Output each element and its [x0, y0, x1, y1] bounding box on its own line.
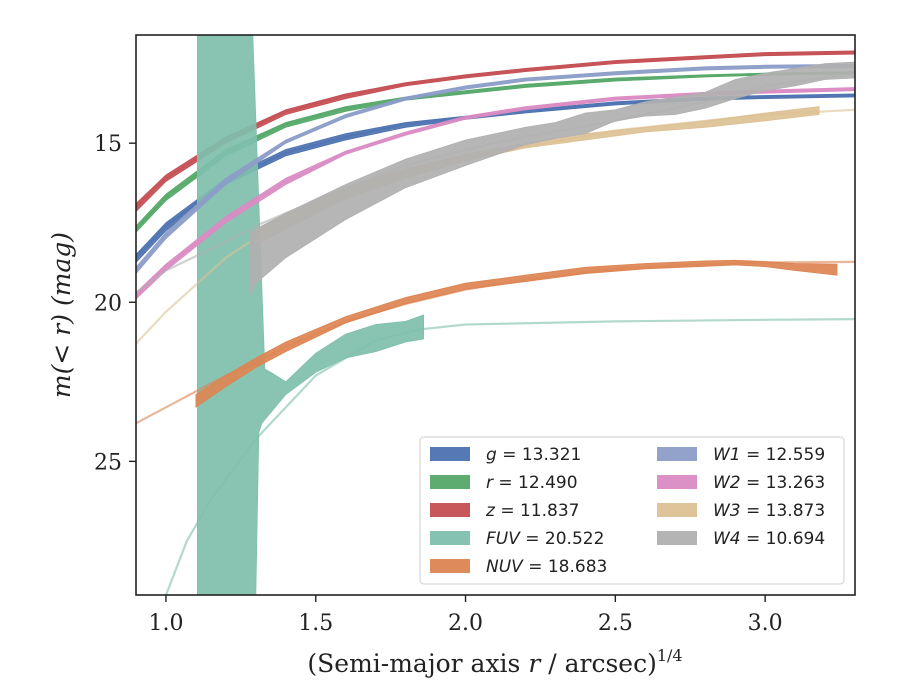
legend: g = 13.321 r = 12.490 z = 11.837 FUV = 20.5… [419, 436, 845, 585]
legend-swatch [430, 559, 470, 573]
legend-item-fuv: FUV = 20.522 [430, 529, 604, 549]
legend-frame [419, 436, 845, 585]
series-w1 [136, 63, 855, 275]
band-z [136, 50, 855, 213]
legend-label: g = 13.321 [486, 445, 581, 465]
series-fuv [164, 35, 855, 595]
x-axis-title-unit: / arcsec) [540, 649, 657, 678]
y-axis-title: m(< r) (mag) [47, 232, 76, 398]
series-w4 [136, 61, 855, 297]
band-fuv [196, 35, 425, 595]
ticks-layer: 1.0 1.5 2.0 2.5 3.0 15 20 25 [94, 132, 783, 636]
x-axis-title: (Semi-major axis r / arcsec)1/4 [307, 646, 682, 678]
y-tick-label: 15 [94, 132, 122, 157]
legend-item-z: z = 11.837 [430, 501, 579, 521]
legend-label: NUV = 18.683 [486, 557, 607, 577]
legend-swatch [430, 447, 470, 461]
y-tick-label: 20 [94, 291, 122, 316]
legend-label: r = 12.490 [486, 473, 578, 493]
legend-item-w4: W4 = 10.694 [657, 529, 825, 549]
legend-item-w1: W1 = 12.559 [657, 445, 825, 465]
legend-swatch [657, 475, 697, 489]
x-tick-label: 3.0 [748, 611, 783, 636]
legend-item-g: g = 13.321 [430, 445, 581, 465]
legend-swatch [657, 447, 697, 461]
band-g [136, 93, 855, 264]
legend-label: z = 11.837 [485, 501, 579, 521]
x-axis-title-sup: 1/4 [657, 646, 683, 665]
x-tick-label: 2.5 [598, 611, 633, 636]
legend-swatch [430, 531, 470, 545]
x-tick-label: 1.5 [298, 611, 333, 636]
x-axis-title-main: (Semi-major axis [307, 649, 528, 678]
legend-label: W1 = 12.559 [713, 445, 825, 465]
legend-swatch [430, 503, 470, 517]
x-tick-label: 2.0 [448, 611, 483, 636]
band-nuv [195, 259, 838, 409]
band-w1 [136, 63, 855, 275]
legend-label: W3 = 13.873 [713, 501, 825, 521]
legend-label: FUV = 20.522 [486, 529, 604, 549]
legend-swatch [657, 531, 697, 545]
legend-label: W4 = 10.694 [713, 529, 825, 549]
band-w4 [249, 61, 855, 297]
series-layer [136, 35, 855, 595]
legend-item-w2: W2 = 13.263 [657, 473, 825, 493]
x-axis-title-var: r [528, 649, 542, 678]
legend-item-r: r = 12.490 [430, 473, 578, 493]
legend-swatch [430, 475, 470, 489]
legend-swatch [657, 503, 697, 517]
x-tick-label: 1.0 [148, 611, 183, 636]
series-nuv [136, 259, 855, 425]
band-w2 [136, 87, 855, 300]
plot-frame [135, 34, 856, 596]
legend-label: W2 = 13.263 [713, 473, 825, 493]
y-tick-label: 25 [94, 450, 122, 475]
legend-item-w3: W3 = 13.873 [657, 501, 825, 521]
band-r [136, 71, 855, 233]
legend-item-nuv: NUV = 18.683 [430, 557, 607, 577]
